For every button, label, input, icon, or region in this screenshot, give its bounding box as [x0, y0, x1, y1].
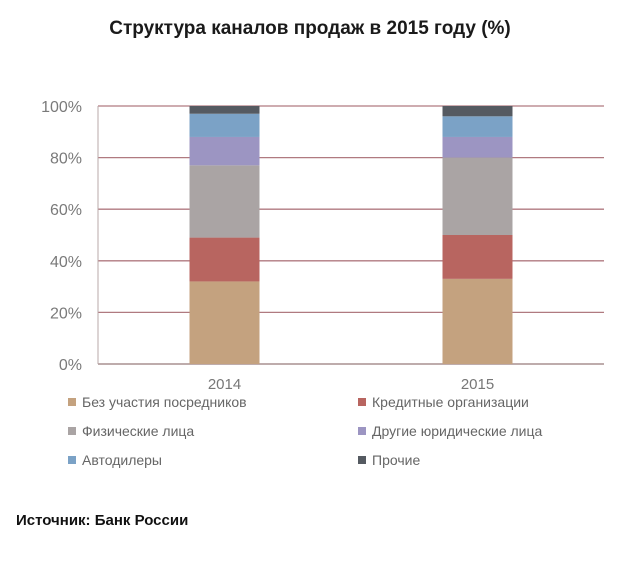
- y-tick-label: 40%: [50, 254, 82, 271]
- legend-swatch: [358, 427, 366, 435]
- legend-item: Другие юридические лица: [358, 423, 608, 439]
- legend: Без участия посредников Кредитные организ…: [68, 394, 608, 468]
- legend-item: Физические лица: [68, 423, 358, 439]
- legend-swatch: [68, 398, 76, 406]
- legend-swatch: [358, 456, 366, 464]
- legend-label: Другие юридические лица: [372, 423, 543, 439]
- bar-segment: [189, 106, 260, 114]
- y-tick-label: 20%: [50, 305, 82, 322]
- bar-segment: [189, 281, 260, 364]
- bar-segment: [442, 136, 513, 158]
- stacked-bar-chart: 0% 20% 40% 60% 80% 100% 2014 2015: [41, 99, 604, 393]
- legend-label: Автодилеры: [82, 452, 162, 468]
- x-tick-label: 2014: [208, 376, 241, 393]
- legend-item: Кредитные организации: [358, 394, 608, 410]
- legend-label: Без участия посредников: [82, 394, 247, 410]
- legend-label: Кредитные организации: [372, 394, 529, 410]
- bar-segment: [442, 106, 513, 117]
- bar-segment: [189, 136, 260, 166]
- legend-item: Прочие: [358, 452, 608, 468]
- bar-segment: [189, 165, 260, 238]
- y-tick-label: 80%: [50, 151, 82, 168]
- chart-title: Структура каналов продаж в 2015 году (%): [109, 18, 511, 39]
- legend-swatch: [68, 427, 76, 435]
- x-tick-label: 2015: [461, 376, 494, 393]
- y-tick-label: 0%: [59, 357, 82, 374]
- bars: [189, 106, 513, 364]
- bar-segment: [442, 116, 513, 137]
- y-axis-ticks: 0% 20% 40% 60% 80% 100%: [41, 99, 82, 374]
- source-note: Источник: Банк России: [16, 512, 189, 529]
- y-tick-label: 60%: [50, 202, 82, 219]
- bar-segment: [442, 157, 513, 235]
- legend-label: Физические лица: [82, 423, 195, 439]
- bar-segment: [189, 113, 260, 137]
- bar-segment: [189, 237, 260, 282]
- gridlines: [97, 105, 604, 365]
- legend-item: Автодилеры: [68, 452, 358, 468]
- legend-swatch: [68, 456, 76, 464]
- bar-segment: [442, 278, 513, 364]
- y-tick-label: 100%: [41, 99, 82, 116]
- legend-swatch: [358, 398, 366, 406]
- bar-segment: [442, 235, 513, 279]
- x-axis-ticks: 2014 2015: [208, 376, 494, 393]
- legend-label: Прочие: [372, 452, 421, 468]
- legend-item: Без участия посредников: [68, 394, 358, 410]
